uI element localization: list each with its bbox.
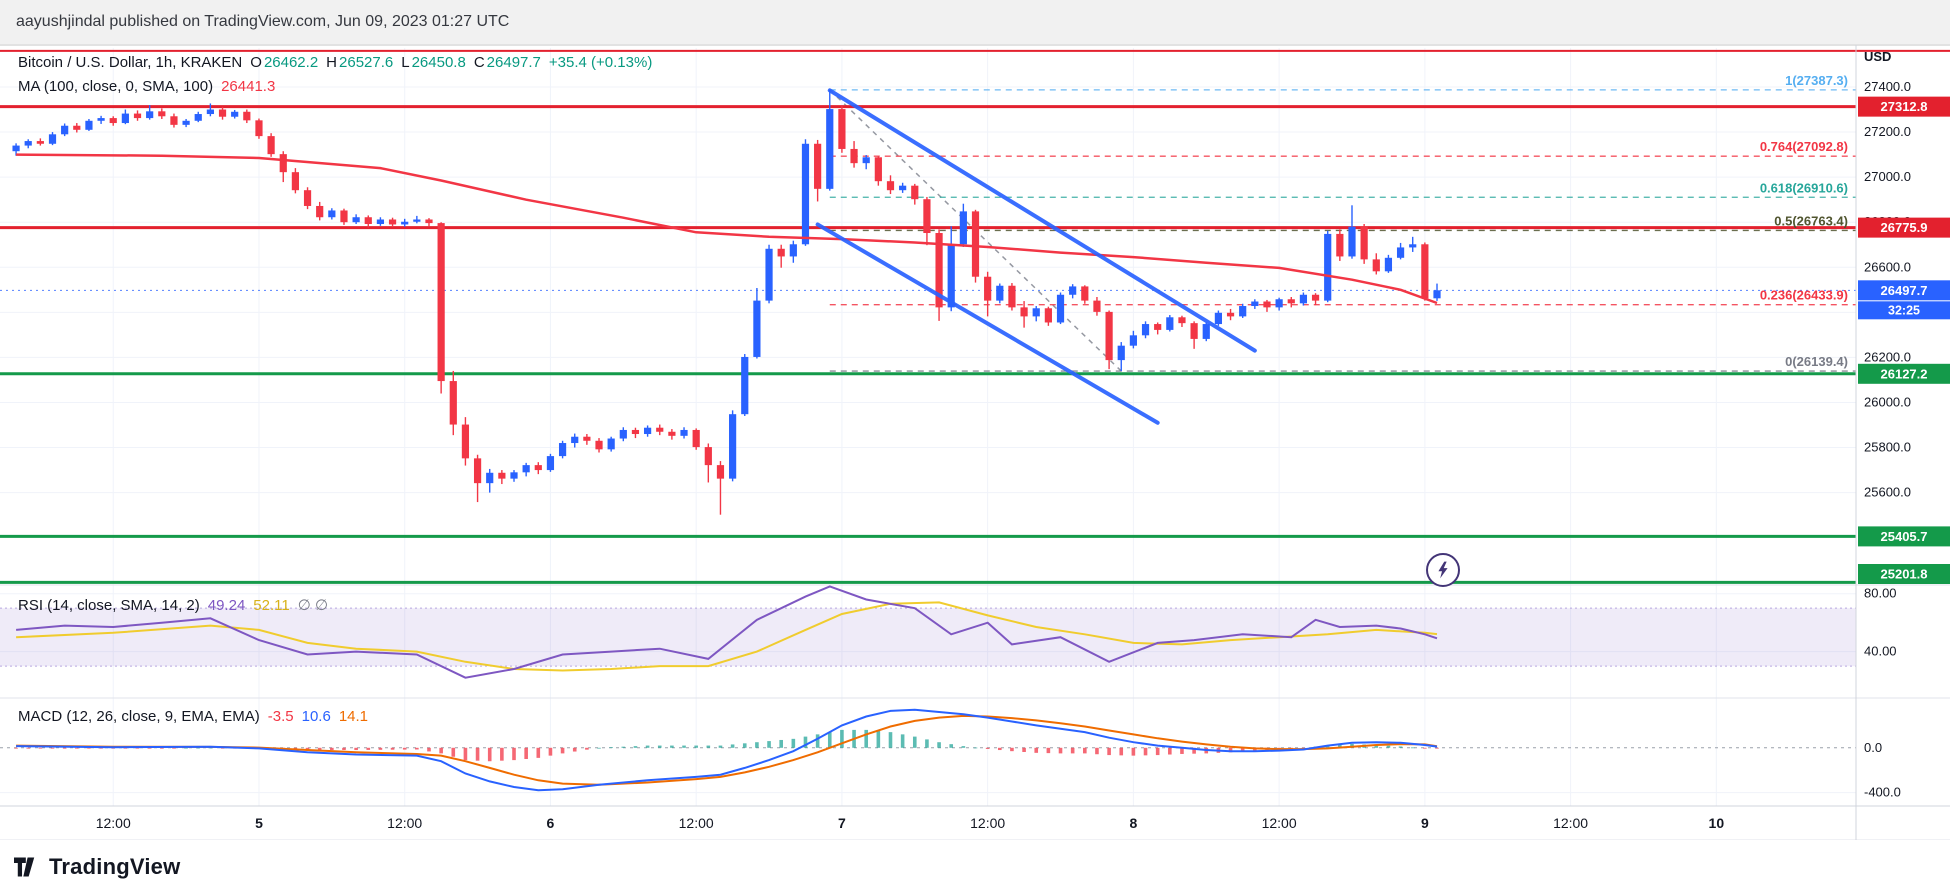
ohlc-close: C 26497.7 — [473, 54, 541, 71]
svg-text:12:00: 12:00 — [387, 815, 422, 831]
svg-text:8: 8 — [1129, 815, 1137, 831]
svg-text:25201.8: 25201.8 — [1881, 567, 1928, 582]
svg-text:80.00: 80.00 — [1864, 586, 1897, 601]
svg-text:25800.0: 25800.0 — [1864, 440, 1911, 455]
rsi-value: 49.24 — [207, 597, 246, 614]
svg-text:26000.0: 26000.0 — [1864, 394, 1911, 409]
svg-text:6: 6 — [547, 815, 555, 831]
svg-text:27000.0: 27000.0 — [1864, 169, 1911, 184]
time-axis[interactable]: 12:00 5 12:00 6 12:00 7 12:00 8 12:00 9 12:00 10 — [96, 815, 1725, 831]
svg-text:40.00: 40.00 — [1864, 644, 1897, 659]
attribution-bar: aayushjindal published on TradingView.co… — [0, 0, 1950, 45]
svg-text:0(26139.4): 0(26139.4) — [1785, 354, 1848, 369]
tradingview-logo-text[interactable]: TradingView — [49, 854, 181, 879]
ma-legend-label: MA (100, close, 0, SMA, 100) — [18, 78, 214, 95]
svg-text:12:00: 12:00 — [970, 815, 1005, 831]
lightning-icon — [1438, 561, 1448, 579]
rsi-pane — [16, 585, 1438, 679]
macd-hist-value: -3.5 — [267, 708, 294, 725]
macd-legend[interactable]: MACD (12, 26, close, 9, EMA, EMA) -3.5 1… — [18, 708, 368, 725]
svg-text:26775.9: 26775.9 — [1881, 220, 1928, 235]
svg-text:12:00: 12:00 — [1553, 815, 1588, 831]
svg-text:1(27387.3): 1(27387.3) — [1785, 73, 1848, 88]
grid-layer — [0, 48, 1856, 806]
svg-text:26497.7: 26497.7 — [1881, 283, 1928, 298]
svg-text:7: 7 — [838, 815, 846, 831]
svg-text:27200.0: 27200.0 — [1864, 124, 1911, 139]
footer-bar: TradingView — [0, 840, 1950, 894]
tradingview-logo-icon[interactable] — [14, 855, 40, 879]
svg-text:USD: USD — [1864, 49, 1891, 64]
svg-text:27400.0: 27400.0 — [1864, 79, 1911, 94]
svg-text:0.618(26910.6): 0.618(26910.6) — [1760, 180, 1848, 195]
svg-text:25405.7: 25405.7 — [1881, 529, 1928, 544]
channel-drawing[interactable] — [815, 88, 1257, 425]
horizontal-level-lines[interactable] — [0, 49, 1950, 584]
rsi-ma-value: 52.11 — [253, 597, 290, 614]
svg-text:26600.0: 26600.0 — [1864, 259, 1911, 274]
svg-text:-400.0: -400.0 — [1864, 785, 1901, 800]
price-axis[interactable]: USD27400.027200.027000.026800.026600.026… — [1858, 49, 1950, 800]
rsi-hidden-values: ∅ ∅ — [297, 597, 329, 614]
svg-text:27312.8: 27312.8 — [1881, 99, 1928, 114]
macd-line-value: 10.6 — [301, 708, 331, 725]
ohlc-high: H 26527.6 — [326, 54, 394, 71]
svg-text:26200.0: 26200.0 — [1864, 349, 1911, 364]
ohlc-low: L 26450.8 — [401, 54, 466, 71]
ohlc-open: O 26462.2 — [250, 54, 319, 71]
svg-text:25600.0: 25600.0 — [1864, 485, 1911, 500]
svg-text:26127.2: 26127.2 — [1881, 366, 1928, 381]
svg-text:0.236(26433.9): 0.236(26433.9) — [1760, 288, 1848, 303]
svg-text:12:00: 12:00 — [679, 815, 714, 831]
svg-text:0.764(27092.8): 0.764(27092.8) — [1760, 139, 1848, 154]
ma-legend[interactable]: MA (100, close, 0, SMA, 100) 26441.3 — [18, 78, 275, 95]
macd-legend-label: MACD (12, 26, close, 9, EMA, EMA) — [18, 708, 260, 725]
rsi-legend-label: RSI (14, close, SMA, 14, 2) — [18, 597, 200, 614]
symbol-title[interactable]: Bitcoin / U.S. Dollar, 1h, KRAKEN — [18, 54, 243, 71]
ma-legend-value: 26441.3 — [221, 78, 276, 95]
ohlc-change: +35.4 (+0.13%) — [548, 54, 653, 71]
attribution-text: aayushjindal published on TradingView.co… — [16, 13, 510, 30]
svg-text:9: 9 — [1421, 815, 1429, 831]
svg-text:10: 10 — [1709, 815, 1725, 831]
fib-labels: 1(27387.3) 0.764(27092.8) 0.618(26910.6) 0.… — [1760, 73, 1848, 369]
rsi-legend[interactable]: RSI (14, close, SMA, 14, 2) 49.24 52.11 … — [18, 596, 328, 614]
svg-text:12:00: 12:00 — [96, 815, 131, 831]
svg-text:32:25: 32:25 — [1888, 303, 1920, 317]
svg-text:0.0: 0.0 — [1864, 740, 1882, 755]
svg-text:5: 5 — [255, 815, 263, 831]
lightning-button[interactable] — [1426, 553, 1460, 587]
candles-layer — [12, 89, 1441, 515]
main-legend[interactable]: Bitcoin / U.S. Dollar, 1h, KRAKEN O 26462… — [18, 54, 652, 71]
svg-text:0.5(26763.4): 0.5(26763.4) — [1774, 213, 1848, 228]
macd-signal-value: 14.1 — [338, 708, 369, 725]
macd-pane — [0, 708, 1856, 792]
svg-text:12:00: 12:00 — [1262, 815, 1297, 831]
